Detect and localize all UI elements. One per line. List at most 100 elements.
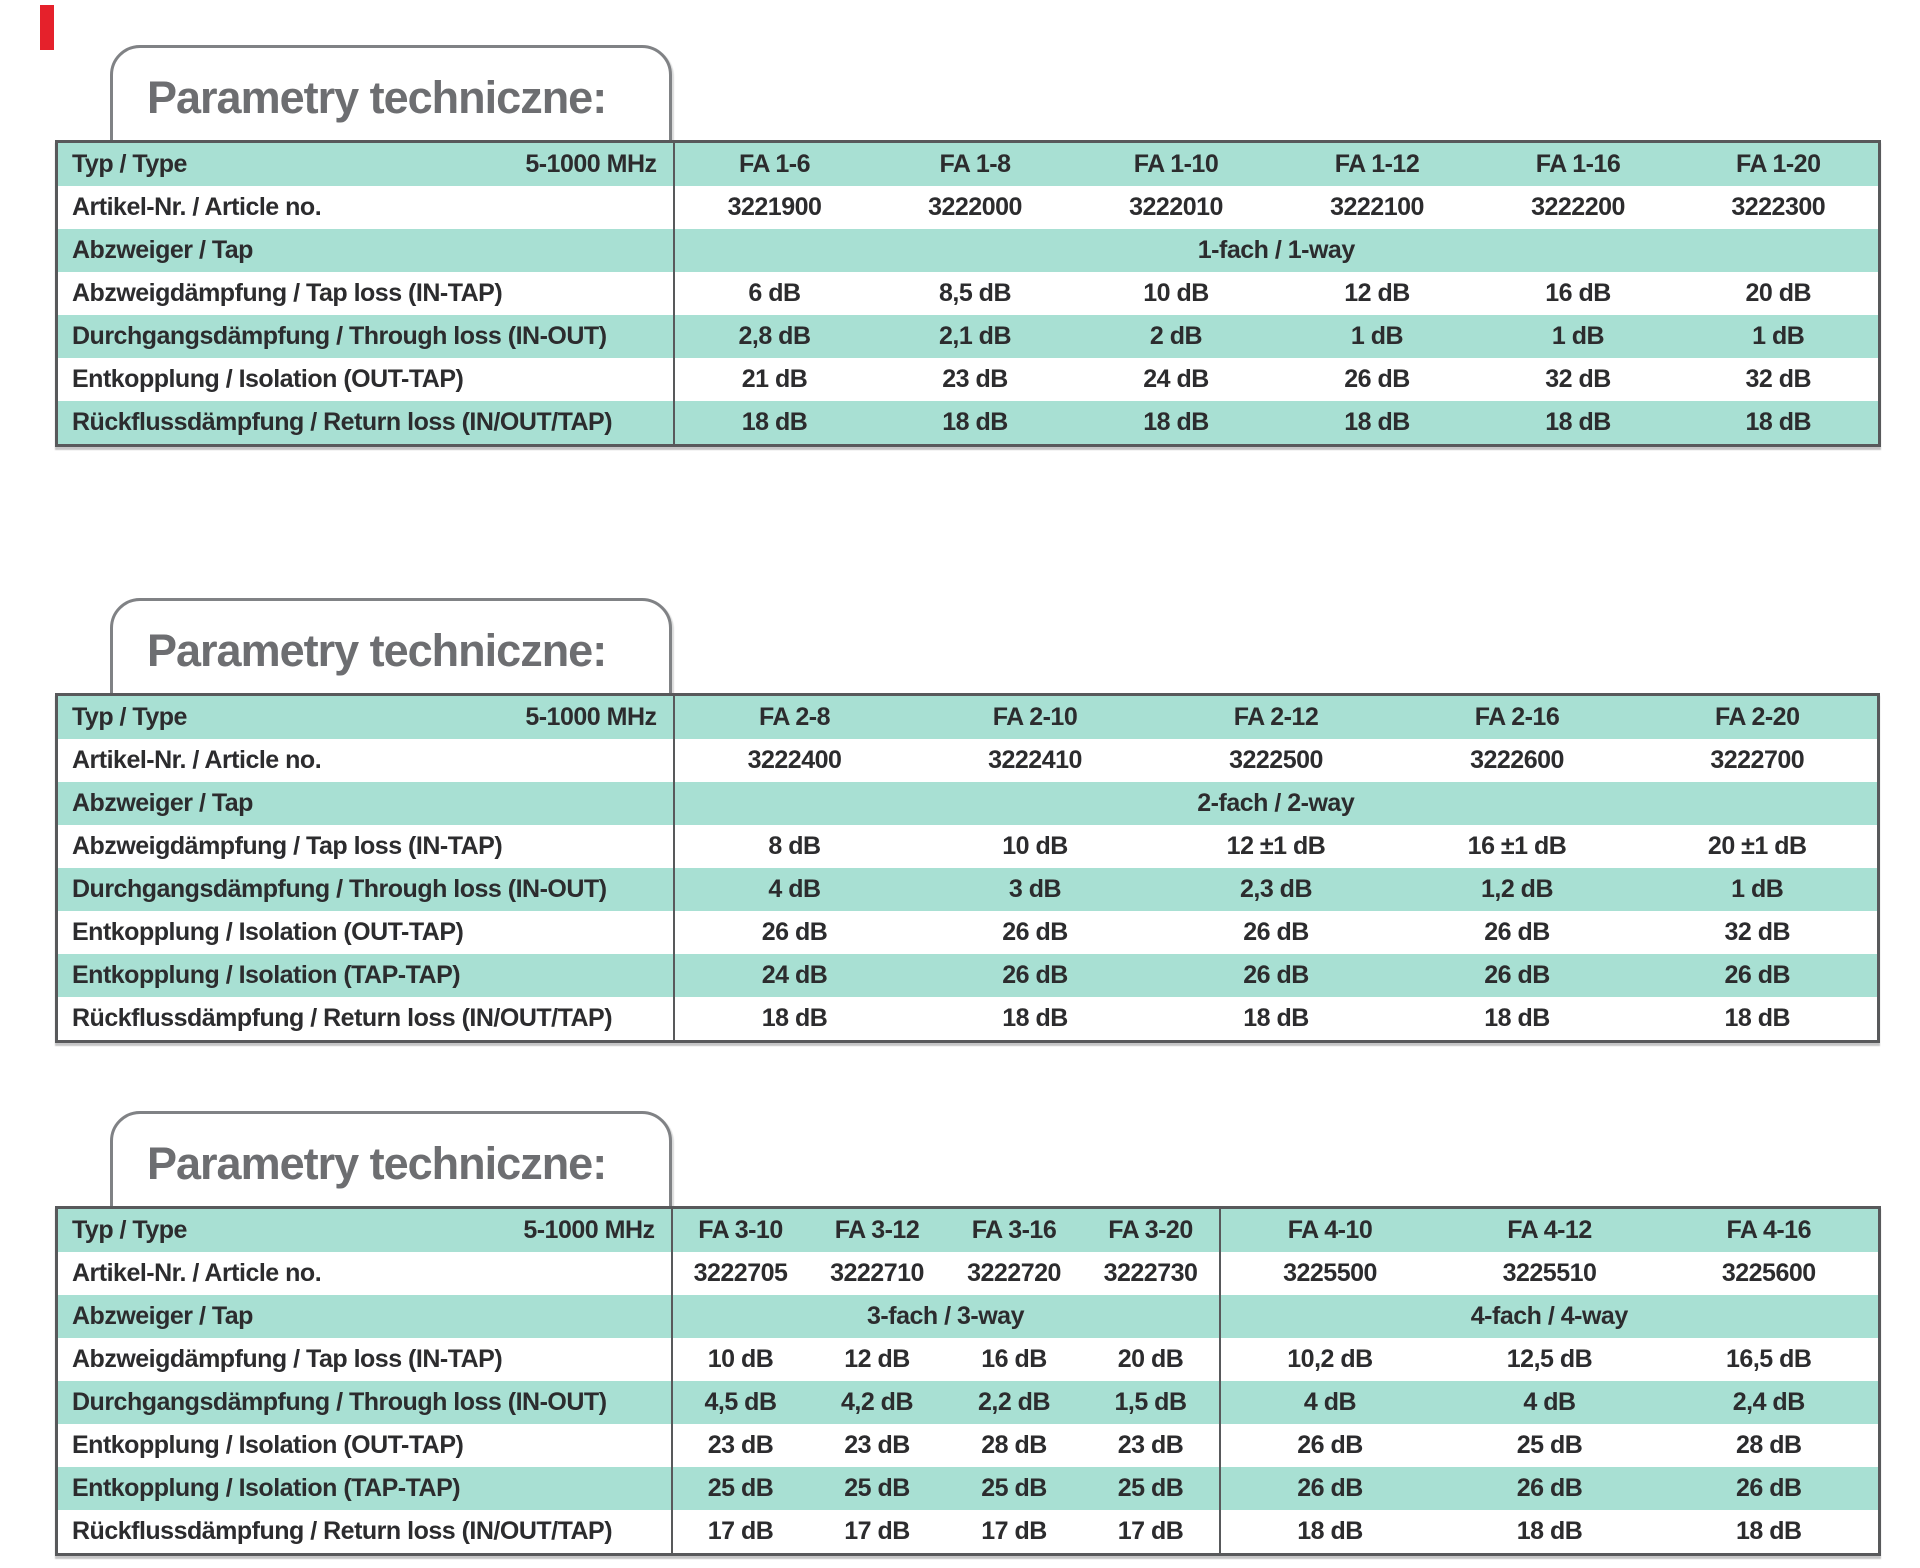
table-row: Artikel-Nr. / Article no. 3222705 3222710 3… <box>57 1252 1880 1295</box>
row-label-cell: Artikel-Nr. / Article no. <box>72 746 322 774</box>
group-span-cell: 4-fach / 4-way <box>1218 1295 1880 1338</box>
value-cell: 3225600 <box>1721 1259 1816 1287</box>
row-label-cell: Entkopplung / Isolation (TAP-TAP) <box>72 961 461 989</box>
value-cell: 17 dB <box>670 1510 809 1555</box>
value-cell: 1,2 dB <box>1480 875 1554 903</box>
table-row: Entkopplung / Isolation (OUT-TAP) 23 dB 23… <box>57 1424 1880 1467</box>
value-cell: 1 dB <box>1752 322 1805 350</box>
red-mark-decoration <box>40 5 54 50</box>
value-cell: 16 ±1 dB <box>1467 832 1567 860</box>
value-cell: 10,2 dB <box>1218 1338 1440 1381</box>
table-row: Durchgangsdämpfung / Through loss (IN-OU… <box>56 868 1879 911</box>
value-cell: 12,5 dB <box>1506 1345 1593 1373</box>
value-cell: 23 dB <box>844 1431 910 1459</box>
section-title: Parametry techniczne: <box>147 72 607 123</box>
value-cell: 3222705 <box>670 1252 809 1295</box>
table-row: Entkopplung / Isolation (TAP-TAP) 24 dB 26… <box>56 954 1879 997</box>
column-header-cell: FA 3-12 <box>834 1216 920 1244</box>
value-cell: 3222730 <box>1103 1259 1198 1287</box>
value-cell: 3222010 <box>1129 193 1223 221</box>
row-label-cell: Entkopplung / Isolation (OUT-TAP) <box>72 1431 464 1459</box>
value-cell: 18 dB <box>1516 1517 1583 1545</box>
value-cell: 18 dB <box>672 401 875 446</box>
column-header-cell: FA 4-10 <box>1218 1207 1440 1252</box>
value-cell: 18 dB <box>1143 408 1209 436</box>
value-cell: 1 dB <box>1551 322 1605 350</box>
value-cell: 2,8 dB <box>672 315 875 358</box>
value-cell: 3221900 <box>672 186 875 229</box>
row-label-cell: Rückflussdämpfung / Return loss (IN/OUT/… <box>72 1517 613 1545</box>
value-cell: 10 dB <box>670 1338 809 1381</box>
value-cell: 20 dB <box>1745 279 1812 307</box>
value-cell: 28 dB <box>1735 1431 1802 1459</box>
type-label: Typ / Type <box>72 1216 187 1244</box>
value-cell: 17 dB <box>1117 1517 1184 1545</box>
column-header-cell: FA 2-8 <box>672 694 915 739</box>
value-cell: 3222720 <box>967 1259 1061 1287</box>
value-cell: 26 dB <box>1002 918 1068 946</box>
value-cell: 17 dB <box>844 1517 910 1545</box>
column-header-cell: FA 1-6 <box>672 141 875 186</box>
column-header-cell: FA 4-16 <box>1726 1216 1811 1244</box>
value-cell: 25 dB <box>1117 1474 1184 1502</box>
value-cell: 18 dB <box>1218 1510 1440 1555</box>
value-cell: 16 dB <box>981 1345 1047 1373</box>
value-cell: 26 dB <box>1516 1474 1583 1502</box>
table-row: Entkopplung / Isolation (OUT-TAP) 21 dB 23… <box>57 358 1880 401</box>
value-cell: 18 dB <box>1545 408 1611 436</box>
value-cell: 2,4 dB <box>1732 1388 1806 1416</box>
value-cell: 17 dB <box>981 1517 1047 1545</box>
table-row: Entkopplung / Isolation (TAP-TAP) 25 dB 25… <box>56 1467 1880 1510</box>
value-cell: 8,5 dB <box>938 279 1012 307</box>
frequency-range: 5-1000 MHz <box>525 703 657 731</box>
value-cell: 26 dB <box>1218 1424 1440 1467</box>
value-cell: 16 dB <box>1545 279 1611 307</box>
value-cell: 12 ±1 dB <box>1226 832 1326 860</box>
table-row: Abzweiger / Tap 1-fach / 1-way <box>56 229 1880 272</box>
spec-table-fa1: 5-1000 MHz Typ / Type FA 1-6 FA 1-8 FA 1-10 F… <box>55 140 1881 447</box>
value-cell: 4 dB <box>1218 1381 1440 1424</box>
column-header-cell: FA 1-20 <box>1735 150 1821 178</box>
value-cell: 26 dB <box>1724 961 1791 989</box>
row-label-cell: Entkopplung / Isolation (OUT-TAP) <box>72 918 464 946</box>
spec-table-fa3-fa4: 5-1000 MHz Typ / Type FA 3-10 FA 3-12 FA 3-1… <box>55 1206 1881 1556</box>
table-row: Abzweiger / Tap 2-fach / 2-way <box>56 782 1879 825</box>
value-cell: 1 dB <box>1731 875 1784 903</box>
row-label-cell: Abzweiger / Tap <box>72 1302 253 1330</box>
table-row: Artikel-Nr. / Article no. 3222400 3222410 3… <box>57 739 1879 782</box>
value-cell: 4,2 dB <box>840 1388 914 1416</box>
value-cell: 21 dB <box>672 358 875 401</box>
value-cell: 3222710 <box>830 1259 924 1287</box>
value-cell: 3225510 <box>1502 1259 1597 1287</box>
row-label-cell: Entkopplung / Isolation (OUT-TAP) <box>72 365 464 393</box>
table-row: Durchgangsdämpfung / Through loss (IN-OU… <box>56 315 1880 358</box>
type-label: Typ / Type <box>72 150 187 178</box>
value-cell: 26 dB <box>1002 961 1068 989</box>
value-cell: 12 dB <box>1344 279 1410 307</box>
value-cell: 4,5 dB <box>670 1381 809 1424</box>
column-header-cell: FA 3-10 <box>670 1207 809 1252</box>
value-cell: 26 dB <box>1735 1474 1802 1502</box>
value-cell: 32 dB <box>1745 365 1812 393</box>
value-cell: 3222700 <box>1710 746 1805 774</box>
column-header-cell: FA 3-20 <box>1108 1216 1193 1244</box>
row-label-cell: Abzweiger / Tap <box>72 789 253 817</box>
value-cell: 3222300 <box>1731 193 1826 221</box>
column-header-cell: FA 4-12 <box>1507 1216 1592 1244</box>
row-label-cell: Abzweigdämpfung / Tap loss (IN-TAP) <box>72 279 503 307</box>
value-cell: 24 dB <box>672 954 915 997</box>
column-header-cell: FA 1-8 <box>939 150 1011 178</box>
value-cell: 1,5 dB <box>1114 1388 1187 1416</box>
section-title: Parametry techniczne: <box>147 625 607 676</box>
row-label-cell: Durchgangsdämpfung / Through loss (IN-OU… <box>72 322 607 350</box>
table-header-row: 5-1000 MHz Typ / Type FA 3-10 FA 3-12 FA 3-1… <box>56 1207 1880 1252</box>
section-title: Parametry techniczne: <box>147 1138 607 1189</box>
value-cell: 18 dB <box>942 408 1008 436</box>
value-cell: 6 dB <box>672 272 875 315</box>
group-span-cell: 2-fach / 2-way <box>672 782 1879 825</box>
value-cell: 32 dB <box>1724 918 1791 946</box>
value-cell: 18 dB <box>1724 1004 1791 1032</box>
value-cell: 18 dB <box>672 997 915 1042</box>
row-label-cell: Durchgangsdämpfung / Through loss (IN-OU… <box>72 1388 607 1416</box>
